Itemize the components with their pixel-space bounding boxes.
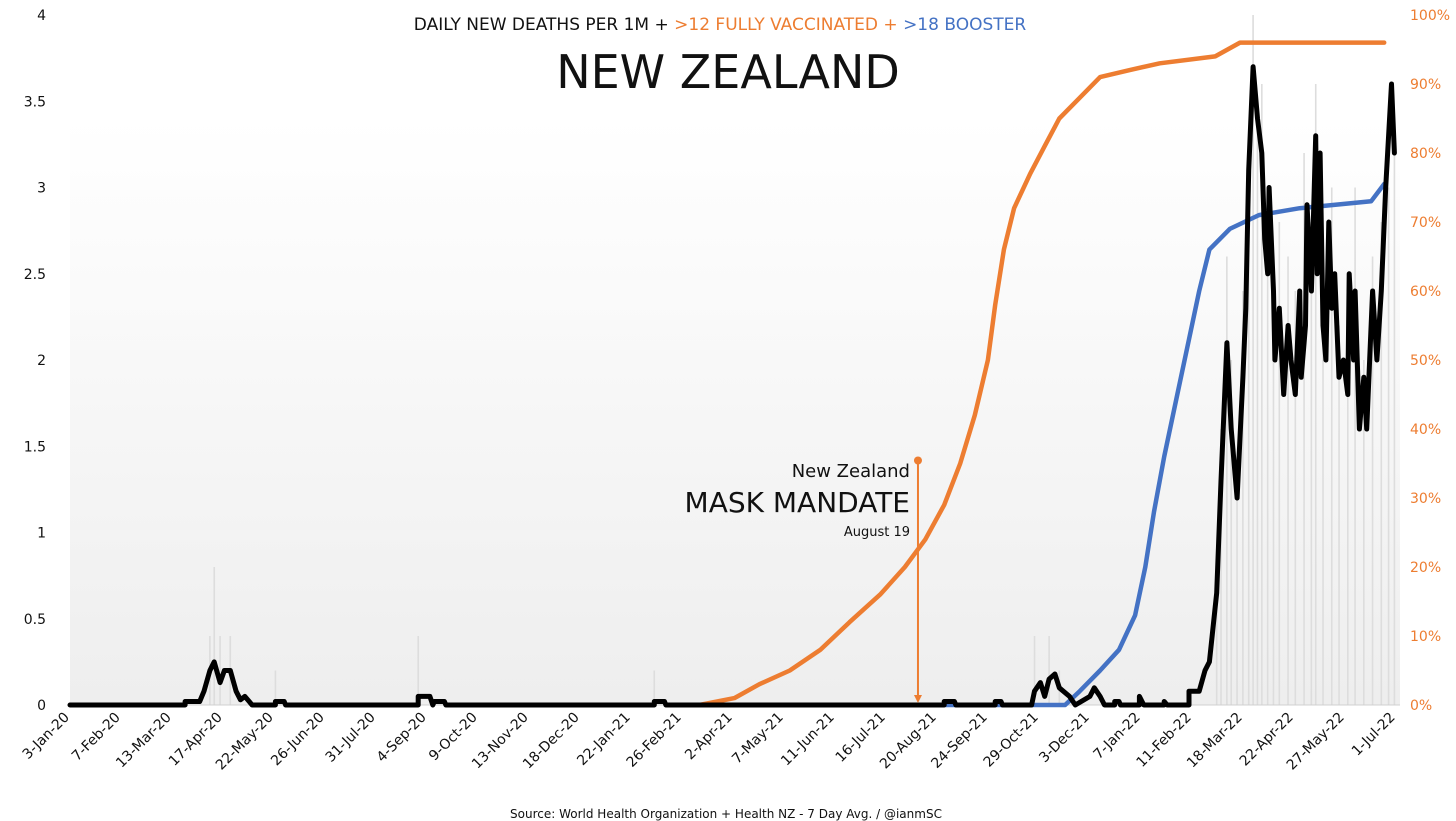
daily-bar: [1242, 291, 1244, 705]
x-tick-label: 1-Jul-22: [1349, 710, 1399, 760]
right-y-tick-label: 30%: [1410, 491, 1441, 507]
daily-bar: [1272, 256, 1275, 705]
left-y-tick-label: 4: [37, 8, 46, 24]
x-tick-label: 3-Jan-20: [20, 710, 73, 763]
x-tick-label: 26-Feb-21: [624, 710, 685, 771]
annotation-line3: August 19: [844, 525, 910, 540]
right-y-tick-label: 10%: [1410, 629, 1441, 645]
daily-bar: [1256, 118, 1259, 705]
right-y-tick-label: 80%: [1410, 146, 1441, 162]
daily-bar: [1226, 256, 1228, 705]
left-y-tick-label: 0: [37, 698, 46, 714]
right-y-tick-label: 70%: [1410, 215, 1441, 231]
x-tick-label: 2-Apr-21: [682, 710, 736, 764]
x-tick-label: 4-Sep-20: [374, 710, 430, 766]
left-y-tick-label: 0.5: [24, 612, 46, 628]
daily-bar: [1363, 360, 1365, 705]
left-y-axis: 0 0.5 1 1.5 2 2.5 3 3.5 4: [24, 8, 46, 714]
left-y-tick-label: 1.5: [24, 439, 46, 455]
chart-subtitle: DAILY NEW DEATHS PER 1M + >12 FULLY VACC…: [414, 15, 1027, 35]
x-tick-label: 18-Mar-22: [1184, 710, 1246, 772]
daily-bar: [1220, 429, 1222, 705]
x-tick-label: 11-Jun-21: [778, 710, 838, 770]
daily-bar: [1048, 636, 1050, 705]
daily-bar: [274, 670, 277, 705]
series-lines: [67, 40, 1397, 708]
daily-bar: [1303, 153, 1305, 705]
x-axis: 3-Jan-207-Feb-2013-Mar-2017-Apr-2022-May…: [20, 710, 1399, 774]
daily-bar: [1247, 187, 1250, 705]
right-y-tick-label: 90%: [1410, 77, 1441, 93]
vaccinated-line: [697, 40, 1387, 708]
daily-bar: [1278, 222, 1281, 705]
daily-bar: [1338, 325, 1340, 705]
daily-bar: [1380, 222, 1383, 705]
daily-bar: [1215, 601, 1218, 705]
annotation-line2: MASK MANDATE: [685, 486, 910, 519]
daily-bar: [653, 670, 656, 705]
daily-bar: [1314, 84, 1317, 705]
deaths-line: [67, 64, 1397, 708]
left-y-tick-label: 3: [37, 181, 46, 197]
left-y-tick-label: 3.5: [24, 94, 46, 110]
mask-mandate-annotation: New Zealand MASK MANDATE August 19: [685, 456, 922, 703]
x-tick-label: 3-Dec-21: [1036, 710, 1093, 767]
daily-bar: [213, 567, 216, 705]
left-y-tick-label: 2: [37, 353, 46, 369]
subtitle-part: DAILY NEW DEATHS PER 1M +: [414, 15, 674, 35]
source-note: Source: World Health Organization + Heal…: [510, 807, 942, 821]
daily-bar: [1354, 187, 1356, 705]
right-y-tick-label: 50%: [1410, 353, 1441, 369]
annotation-dot: [913, 456, 922, 465]
daily-bar: [219, 636, 221, 705]
daily-bar: [1294, 291, 1297, 705]
annotation-arrowhead-icon: [913, 695, 922, 703]
daily-bar: [1393, 153, 1396, 705]
daily-bar: [1236, 463, 1238, 705]
left-y-tick-label: 1: [37, 526, 46, 542]
daily-bar: [1310, 222, 1313, 705]
left-y-tick-label: 2.5: [24, 267, 46, 283]
daily-bar: [1330, 187, 1333, 705]
right-y-axis: 0% 10% 20% 30% 40% 50% 60% 70% 80% 90% 100%: [1410, 8, 1450, 714]
x-tick-label: 7-Jan-22: [1091, 710, 1144, 763]
annotation-line1: New Zealand: [792, 461, 910, 482]
subtitle-part: >18 BOOSTER: [903, 15, 1026, 35]
daily-bars: [209, 15, 1396, 705]
x-tick-label: 31-Jul-20: [323, 710, 379, 766]
daily-bar: [1261, 84, 1263, 705]
daily-bar: [1371, 256, 1374, 705]
x-tick-label: 13-Mar-20: [113, 710, 175, 772]
right-y-tick-label: 40%: [1410, 422, 1441, 438]
daily-bar: [1033, 636, 1036, 705]
daily-bar: [1230, 360, 1233, 705]
x-tick-label: 26-Jun-20: [268, 710, 328, 770]
daily-bar: [1387, 187, 1390, 705]
daily-bar: [417, 636, 420, 705]
right-y-tick-label: 60%: [1410, 284, 1441, 300]
daily-bar: [1346, 291, 1349, 705]
x-tick-label: 29-Oct-21: [981, 710, 1042, 771]
subtitle-part: >12 FULLY VACCINATED +: [674, 15, 903, 35]
daily-bar: [1252, 15, 1254, 705]
daily-bar: [1322, 256, 1324, 705]
right-y-tick-label: 20%: [1410, 560, 1441, 576]
daily-bar: [1266, 187, 1269, 705]
chart-title: NEW ZEALAND: [556, 45, 900, 99]
right-y-tick-label: 0%: [1410, 698, 1432, 714]
right-y-tick-label: 100%: [1410, 8, 1450, 24]
plot-background: [70, 15, 1400, 705]
daily-bar: [1287, 256, 1289, 705]
